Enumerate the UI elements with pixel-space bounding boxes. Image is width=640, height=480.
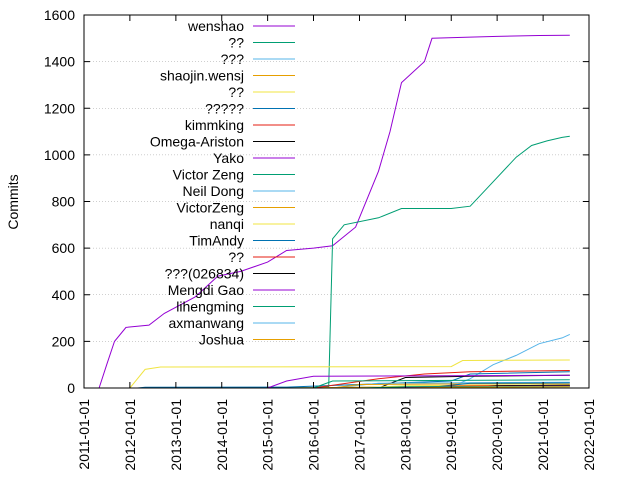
legend-label: Joshua bbox=[199, 332, 244, 348]
y-tick-label: 1600 bbox=[44, 7, 75, 23]
legend-label: ???(026834) bbox=[165, 266, 244, 282]
legend-label: ????? bbox=[205, 101, 244, 117]
x-tick-label: 2015-01-01 bbox=[260, 399, 276, 471]
y-axis: 0 200 400 600 800 1000 1200 1400 1600 bbox=[44, 7, 589, 396]
x-tick-label: 2022-01-01 bbox=[581, 399, 597, 471]
series-line-6 bbox=[313, 370, 570, 389]
y-tick-label: 800 bbox=[52, 194, 76, 210]
legend-label: Omega-Ariston bbox=[150, 134, 244, 150]
x-tick-label: 2020-01-01 bbox=[489, 399, 505, 471]
legend-label: nanqi bbox=[210, 216, 244, 232]
y-tick-label: 1200 bbox=[44, 100, 75, 116]
y-tick-label: 1000 bbox=[44, 147, 75, 163]
y-tick-label: 0 bbox=[67, 380, 75, 396]
x-axis: 2011-01-01 2012-01-01 2013-01-01 2014-01-01… bbox=[76, 15, 597, 471]
series-line-1 bbox=[267, 135, 570, 389]
x-tick-label: 2011-01-01 bbox=[76, 399, 92, 470]
legend-label: axmanwang bbox=[169, 315, 245, 331]
series-lines bbox=[98, 34, 571, 389]
series-line-9 bbox=[313, 379, 570, 389]
y-tick-label: 400 bbox=[52, 287, 76, 303]
x-tick-label: 2014-01-01 bbox=[214, 399, 230, 471]
legend-label: Neil Dong bbox=[183, 183, 244, 199]
x-tick-label: 2019-01-01 bbox=[443, 399, 459, 471]
legend-label: kimmking bbox=[185, 117, 244, 133]
legend-label: TimAndy bbox=[189, 233, 244, 249]
series-line-4 bbox=[129, 359, 570, 389]
y-tick-label: 1400 bbox=[44, 54, 75, 70]
legend: wenshao?????shaojin.wensj???????kimmking… bbox=[150, 18, 295, 348]
series-line-0 bbox=[98, 34, 570, 389]
x-tick-label: 2016-01-01 bbox=[305, 399, 321, 471]
legend-label: ?? bbox=[228, 84, 244, 100]
grid-lines bbox=[84, 61, 589, 342]
legend-label: ?? bbox=[228, 35, 244, 51]
y-axis-label: Commits bbox=[5, 174, 21, 229]
x-tick-label: 2021-01-01 bbox=[535, 399, 551, 471]
legend-label: ?? bbox=[228, 249, 244, 265]
legend-label: VictorZeng bbox=[177, 200, 244, 216]
legend-label: wenshao bbox=[187, 18, 244, 34]
series-line-8 bbox=[267, 374, 570, 389]
x-tick-label: 2013-01-01 bbox=[168, 399, 184, 471]
y-tick-label: 600 bbox=[52, 240, 76, 256]
x-tick-label: 2012-01-01 bbox=[122, 399, 138, 471]
legend-label: ??? bbox=[221, 51, 245, 67]
y-tick-label: 200 bbox=[52, 333, 76, 349]
legend-label: shaojin.wensj bbox=[160, 68, 244, 84]
legend-label: lihengming bbox=[176, 299, 244, 315]
legend-label: Victor Zeng bbox=[173, 167, 244, 183]
x-tick-label: 2017-01-01 bbox=[352, 399, 368, 471]
x-tick-label: 2018-01-01 bbox=[397, 399, 413, 471]
legend-label: Yako bbox=[213, 150, 244, 166]
legend-label: Mengdi Gao bbox=[168, 282, 244, 298]
